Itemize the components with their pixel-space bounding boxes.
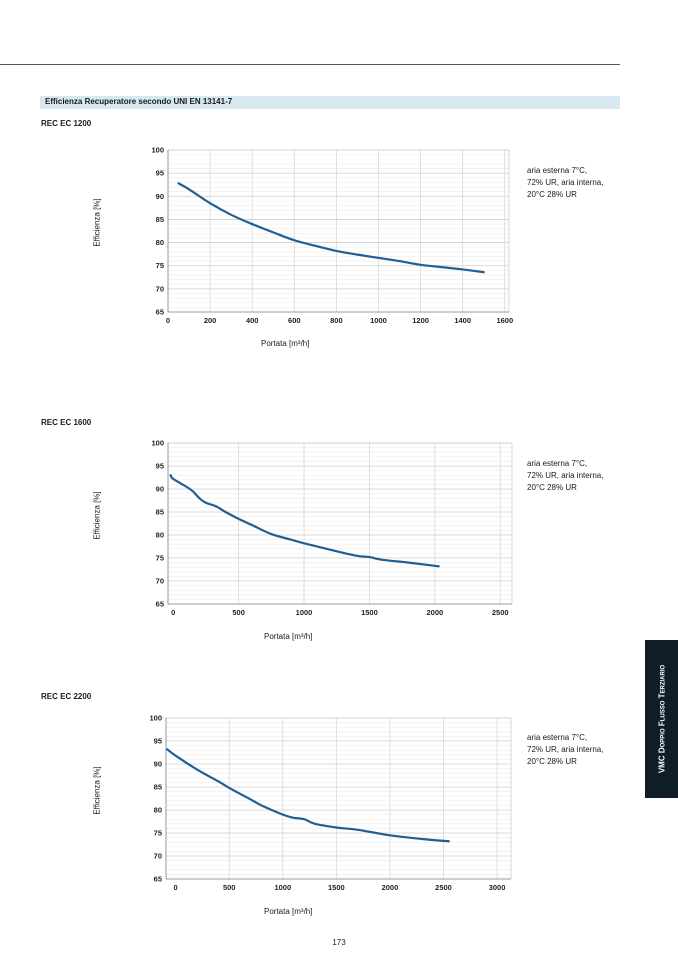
x-tick-label: 0 bbox=[166, 316, 170, 325]
conditions-note: aria esterna 7°C, 72% UR, aria interna, 20… bbox=[527, 733, 604, 766]
y-tick-label: 75 bbox=[154, 829, 162, 838]
x-tick-label: 2500 bbox=[435, 883, 452, 892]
plot-frame bbox=[167, 442, 513, 605]
x-tick-label: 800 bbox=[330, 316, 343, 325]
y-tick-label: 90 bbox=[156, 485, 164, 494]
y-tick-label: 100 bbox=[149, 714, 162, 723]
x-tick-label: 0 bbox=[174, 883, 178, 892]
x-tick-label: 1000 bbox=[370, 316, 387, 325]
y-tick-label: 70 bbox=[156, 577, 164, 586]
x-tick-label: 500 bbox=[223, 883, 236, 892]
y-tick-label: 100 bbox=[151, 439, 164, 448]
conditions-note: aria esterna 7°C, 72% UR, aria interna, 20… bbox=[527, 166, 604, 199]
y-tick-label: 65 bbox=[154, 875, 162, 884]
x-tick-label: 500 bbox=[232, 608, 245, 617]
x-tick-label: 1200 bbox=[412, 316, 429, 325]
y-tick-label: 70 bbox=[154, 852, 162, 861]
efficiency-curve bbox=[177, 182, 485, 274]
x-tick-label: 0 bbox=[171, 608, 175, 617]
side-tab-label: VMC Doppio Flusso Terziario bbox=[657, 664, 666, 774]
efficiency-curve bbox=[169, 474, 440, 568]
x-tick-label: 3000 bbox=[489, 883, 506, 892]
x-axis-label: Portata [m³/h] bbox=[261, 339, 310, 348]
y-tick-label: 85 bbox=[156, 215, 164, 224]
y-tick-label: 80 bbox=[156, 531, 164, 540]
x-axis-label: Portata [m³/h] bbox=[264, 907, 313, 916]
y-tick-label: 65 bbox=[156, 308, 164, 317]
chart-title: REC EC 2200 bbox=[41, 692, 92, 701]
x-tick-label: 2000 bbox=[382, 883, 399, 892]
plot-frame bbox=[167, 149, 510, 313]
header-rule bbox=[0, 64, 620, 65]
x-tick-label: 1600 bbox=[496, 316, 513, 325]
x-tick-label: 1500 bbox=[361, 608, 378, 617]
y-tick-label: 85 bbox=[156, 508, 164, 517]
y-tick-label: 90 bbox=[154, 760, 162, 769]
y-tick-label: 100 bbox=[151, 146, 164, 155]
y-tick-label: 70 bbox=[156, 284, 164, 293]
x-tick-label: 1400 bbox=[454, 316, 471, 325]
side-section-tab: VMC Doppio Flusso Terziario bbox=[645, 640, 678, 798]
y-tick-label: 75 bbox=[156, 261, 164, 270]
x-tick-label: 200 bbox=[204, 316, 217, 325]
x-tick-label: 2500 bbox=[492, 608, 509, 617]
efficiency-curve bbox=[165, 748, 450, 843]
y-tick-label: 95 bbox=[156, 462, 164, 471]
section-header: Efficienza Recuperatore secondo UNI EN 1… bbox=[40, 96, 620, 109]
y-tick-label: 75 bbox=[156, 554, 164, 563]
x-tick-label: 400 bbox=[246, 316, 259, 325]
plot-frame bbox=[165, 717, 512, 880]
y-tick-label: 85 bbox=[154, 783, 162, 792]
chart-title: REC EC 1600 bbox=[41, 418, 92, 427]
page-number: 173 bbox=[332, 938, 346, 947]
y-tick-label: 80 bbox=[154, 806, 162, 815]
section-title: Efficienza Recuperatore secondo UNI EN 1… bbox=[45, 97, 233, 106]
y-tick-label: 95 bbox=[156, 169, 164, 178]
y-tick-label: 80 bbox=[156, 238, 164, 247]
x-axis-label: Portata [m³/h] bbox=[264, 632, 313, 641]
chart-title: REC EC 1200 bbox=[41, 119, 92, 128]
x-tick-label: 1500 bbox=[328, 883, 345, 892]
y-tick-label: 65 bbox=[156, 600, 164, 609]
x-tick-label: 2000 bbox=[426, 608, 443, 617]
conditions-note: aria esterna 7°C, 72% UR, aria interna, 20… bbox=[527, 459, 604, 492]
x-tick-label: 1000 bbox=[296, 608, 313, 617]
x-tick-label: 600 bbox=[288, 316, 301, 325]
y-tick-label: 90 bbox=[156, 192, 164, 201]
x-tick-label: 1000 bbox=[274, 883, 291, 892]
y-tick-label: 95 bbox=[154, 737, 162, 746]
